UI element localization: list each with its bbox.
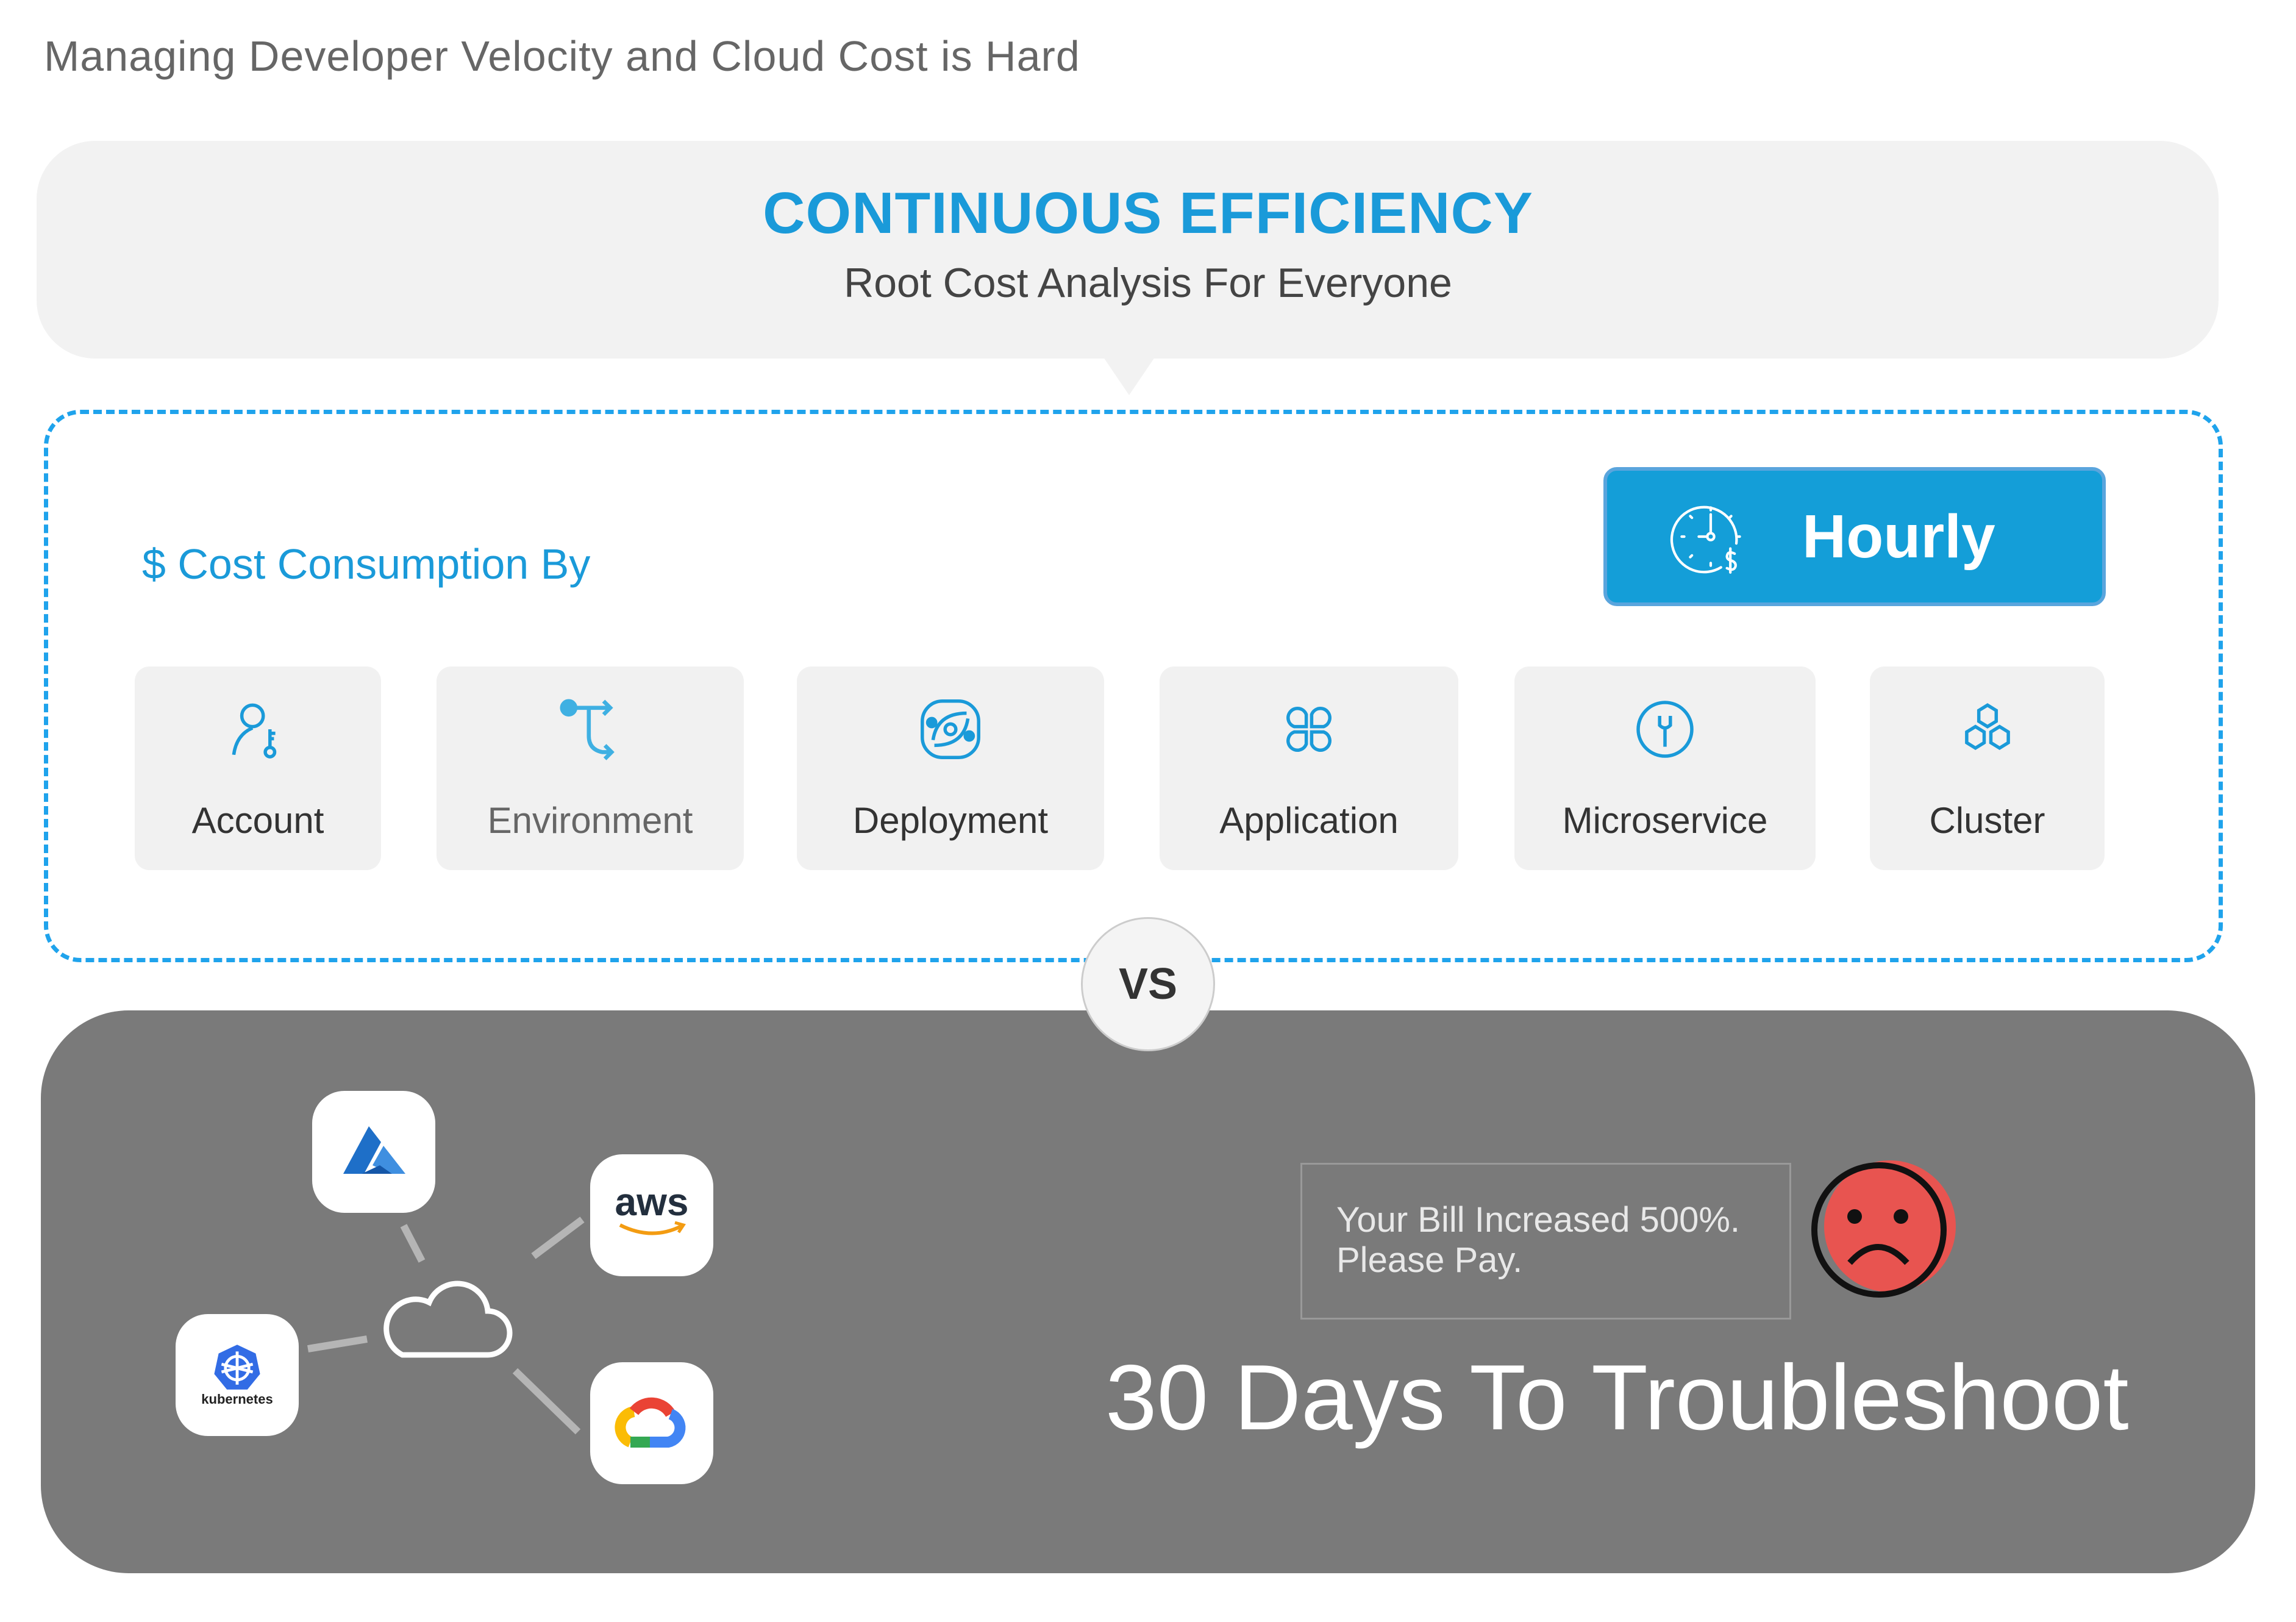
- apps-grid-icon: [1286, 707, 1332, 752]
- dimension-card-application[interactable]: Application: [1160, 666, 1458, 870]
- dimension-card-deployment[interactable]: Deployment: [797, 666, 1104, 870]
- troubleshoot-headline: 30 Days To Troubleshoot: [1105, 1346, 2129, 1449]
- dimension-label: Microservice: [1562, 800, 1768, 841]
- deploy-cycle-icon: [921, 699, 980, 759]
- clock-dollar-icon: [1670, 506, 1741, 574]
- branch-arrows-icon: [560, 699, 615, 760]
- dimension-label: Application: [1219, 800, 1399, 841]
- hero-subtitle: Root Cost Analysis For Everyone: [844, 260, 1452, 306]
- sad-face-icon: [1811, 1160, 1956, 1298]
- bill-notice: Your Bill Increased 500%. Please Pay.: [1300, 1163, 1791, 1320]
- page-title: Managing Developer Velocity and Cloud Co…: [44, 32, 1080, 80]
- dimension-card-cluster[interactable]: Cluster: [1870, 666, 2105, 870]
- hero-panel: [37, 141, 2219, 359]
- cost-consumption-label: $ Cost Consumption By: [142, 540, 591, 588]
- dimension-card-environment[interactable]: Environment: [437, 666, 744, 870]
- bill-line: Your Bill Increased 500%.: [1336, 1200, 1741, 1240]
- dimension-card-microservice[interactable]: Microservice: [1514, 666, 1816, 870]
- hexagon-cluster-icon: [1964, 703, 2010, 751]
- hero-pointer: [1103, 357, 1155, 395]
- bill-line: Please Pay.: [1336, 1240, 1523, 1280]
- hourly-label: Hourly: [1802, 502, 1995, 571]
- cloud-icon: [383, 1281, 513, 1358]
- kubernetes-logo: kubernetes: [176, 1314, 299, 1436]
- dimension-card-account[interactable]: Account: [135, 666, 381, 870]
- dimension-label: Deployment: [852, 800, 1049, 841]
- user-key-icon: [232, 703, 277, 759]
- gcp-logo: [590, 1362, 713, 1484]
- wrench-circle-icon: [1636, 701, 1694, 758]
- azure-logo: [312, 1091, 435, 1213]
- aws-logo: aws: [590, 1154, 713, 1276]
- dimension-label: Account: [191, 800, 324, 841]
- cloud-connectors: [307, 1216, 585, 1435]
- hero-title: CONTINUOUS EFFICIENCY: [763, 180, 1533, 246]
- dimension-label: Cluster: [1929, 800, 2045, 841]
- hourly-button[interactable]: Hourly: [1603, 467, 2106, 606]
- vs-badge: VS: [1081, 917, 1215, 1051]
- dimension-label: Environment: [487, 800, 693, 841]
